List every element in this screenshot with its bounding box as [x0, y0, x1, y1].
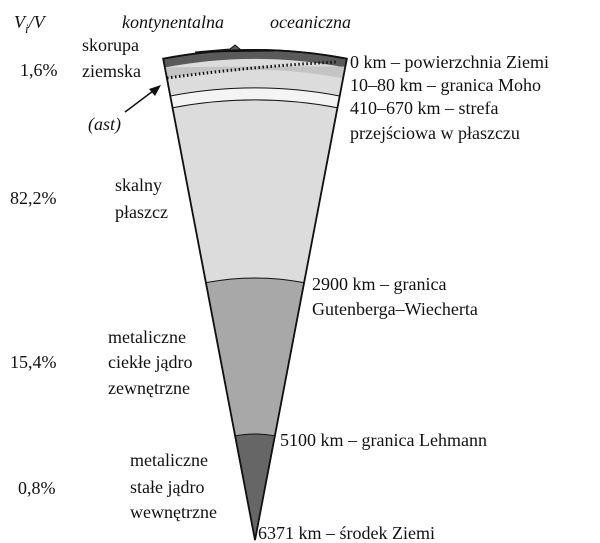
boundary-label: 10–80 km – granica Moho	[350, 75, 541, 95]
layer-label: skalny płaszcz	[115, 175, 168, 222]
label-line: stałe jądro	[130, 477, 204, 497]
asthenosphere-label: (ast)	[88, 114, 121, 135]
volume-share: 82,2%	[10, 188, 57, 208]
continental-header: kontynentalna	[122, 12, 224, 32]
label-line: 410–670 km – strefa	[350, 98, 498, 118]
label-line: ciekłe jądro	[108, 352, 192, 372]
label-line: skorupa	[82, 35, 139, 55]
layer-label: skorupa ziemska	[82, 35, 144, 81]
volume-share: 15,4%	[10, 352, 57, 372]
ratio-rest: /V	[28, 12, 47, 32]
boundary-label: 0 km – powierzchnia Ziemi	[350, 52, 549, 72]
label-line: wewnętrzne	[130, 502, 217, 522]
label-line: płaszcz	[115, 202, 168, 222]
layer-label: metaliczne stałe jądro wewnętrzne	[130, 450, 217, 522]
label-line: ziemska	[82, 61, 141, 81]
boundary-label: 410–670 km – strefa przejściowa w płaszc…	[350, 98, 520, 143]
label-line: metaliczne	[108, 327, 186, 347]
arrow-head	[149, 85, 161, 96]
boundary-label: 2900 km – granica Gutenberga–Wiecherta	[312, 274, 478, 319]
label-line: metaliczne	[130, 450, 208, 470]
label-line: zewnętrzne	[108, 378, 190, 398]
ratio-header: Vi/V	[14, 12, 47, 36]
label-line: przejściowa w płaszczu	[350, 123, 520, 143]
diagram: Vi/V kontynentalna oceaniczna 1,6% 82,2%…	[0, 0, 600, 543]
label-line: Gutenberga–Wiecherta	[312, 299, 478, 319]
boundary-label: 6371 km – środek Ziemi	[258, 523, 435, 543]
layer-label: metaliczne ciekłe jądro zewnętrzne	[108, 327, 197, 398]
label-line: skalny	[115, 175, 162, 195]
volume-share: 0,8%	[18, 478, 56, 498]
label-line: 2900 km – granica	[312, 274, 446, 294]
boundary-label: 5100 km – granica Lehmann	[280, 430, 487, 450]
volume-share: 1,6%	[20, 60, 58, 80]
oceanic-header: oceaniczna	[270, 12, 351, 32]
